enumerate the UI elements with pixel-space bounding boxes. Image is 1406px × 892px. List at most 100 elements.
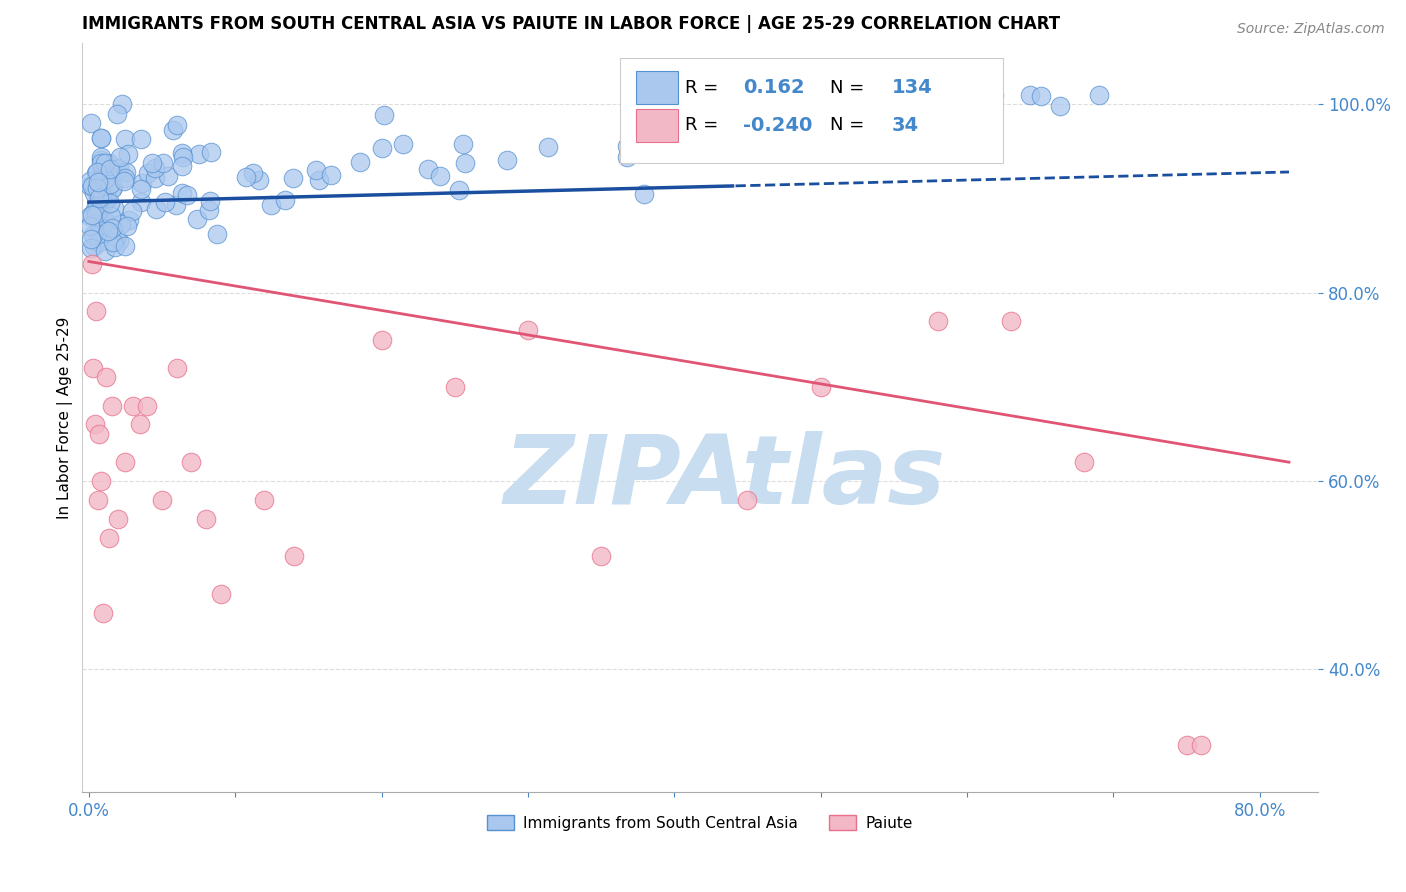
Point bbox=[100, 178, 122, 192]
Point bbox=[87, 203, 110, 218]
Point bbox=[94, 213, 117, 227]
Point bbox=[79, 209, 101, 223]
Point bbox=[105, 162, 128, 177]
Point bbox=[443, 380, 465, 394]
Point bbox=[84, 184, 107, 198]
Text: ZIPAtlas: ZIPAtlas bbox=[503, 431, 946, 524]
Point bbox=[308, 172, 330, 186]
Point bbox=[373, 108, 395, 122]
Point bbox=[591, 549, 613, 564]
Point bbox=[136, 165, 159, 179]
Point bbox=[242, 165, 264, 179]
Text: -0.240: -0.240 bbox=[744, 116, 813, 135]
Point bbox=[93, 195, 115, 210]
Point bbox=[145, 202, 167, 216]
Point bbox=[110, 217, 132, 231]
Y-axis label: In Labor Force | Age 25-29: In Labor Force | Age 25-29 bbox=[58, 317, 73, 518]
Point bbox=[209, 587, 232, 601]
Point bbox=[1031, 89, 1053, 103]
Point bbox=[105, 106, 128, 120]
Point bbox=[89, 191, 111, 205]
Point bbox=[111, 97, 134, 112]
Point bbox=[101, 221, 124, 235]
Point bbox=[94, 167, 117, 181]
Point bbox=[82, 361, 104, 376]
FancyBboxPatch shape bbox=[620, 58, 1002, 162]
Point bbox=[83, 186, 105, 201]
Point bbox=[108, 150, 131, 164]
Point bbox=[90, 156, 112, 170]
Point bbox=[91, 161, 114, 176]
Point bbox=[80, 208, 103, 222]
Point bbox=[94, 171, 117, 186]
Text: 34: 34 bbox=[891, 116, 918, 135]
Point bbox=[131, 176, 153, 190]
Point bbox=[80, 232, 103, 246]
Point bbox=[97, 224, 120, 238]
Legend: Immigrants from South Central Asia, Paiute: Immigrants from South Central Asia, Paiu… bbox=[481, 808, 920, 837]
Point bbox=[1049, 99, 1071, 113]
Point bbox=[1088, 87, 1111, 102]
Point bbox=[194, 512, 217, 526]
Point bbox=[91, 221, 114, 235]
Point bbox=[136, 399, 159, 413]
Point bbox=[107, 512, 129, 526]
Point bbox=[828, 104, 851, 119]
Point bbox=[186, 212, 208, 227]
Point bbox=[131, 182, 153, 196]
Point bbox=[370, 141, 392, 155]
Point bbox=[83, 417, 105, 432]
Point bbox=[84, 166, 107, 180]
Point bbox=[80, 240, 103, 254]
Point bbox=[104, 240, 127, 254]
Point bbox=[633, 187, 655, 202]
Point bbox=[166, 361, 188, 376]
Point bbox=[162, 123, 184, 137]
Point bbox=[80, 178, 103, 193]
Text: IMMIGRANTS FROM SOUTH CENTRAL ASIA VS PAIUTE IN LABOR FORCE | AGE 25-29 CORRELAT: IMMIGRANTS FROM SOUTH CENTRAL ASIA VS PA… bbox=[82, 15, 1060, 33]
Point bbox=[188, 147, 211, 161]
Point bbox=[93, 173, 115, 187]
Point bbox=[1189, 738, 1212, 752]
Point bbox=[86, 180, 108, 194]
Point bbox=[200, 145, 222, 159]
Point bbox=[100, 196, 122, 211]
Point bbox=[418, 161, 440, 176]
Point bbox=[91, 189, 114, 203]
Point bbox=[152, 155, 174, 169]
Text: 0.162: 0.162 bbox=[744, 78, 804, 97]
Point bbox=[172, 160, 194, 174]
Point bbox=[737, 492, 759, 507]
Point bbox=[260, 198, 283, 212]
Point bbox=[165, 198, 187, 212]
Point bbox=[96, 191, 118, 205]
Point bbox=[176, 188, 198, 202]
Point bbox=[103, 201, 125, 215]
Point bbox=[84, 207, 107, 221]
Point bbox=[1073, 455, 1095, 469]
Point bbox=[131, 194, 153, 209]
Point bbox=[114, 170, 136, 185]
Point bbox=[114, 239, 136, 253]
Point bbox=[274, 194, 297, 208]
Point bbox=[87, 227, 110, 242]
Point bbox=[87, 426, 110, 441]
Point bbox=[305, 162, 328, 177]
Point bbox=[80, 257, 103, 271]
Point bbox=[648, 134, 671, 148]
Point bbox=[150, 492, 173, 507]
Point bbox=[283, 549, 305, 564]
Point bbox=[166, 118, 188, 132]
Point bbox=[93, 218, 115, 232]
Point bbox=[87, 199, 110, 213]
Text: R =: R = bbox=[685, 116, 718, 135]
Point bbox=[157, 169, 180, 183]
Point bbox=[87, 235, 110, 249]
Point bbox=[114, 455, 136, 469]
Point bbox=[247, 173, 270, 187]
Point bbox=[83, 202, 105, 216]
Point bbox=[454, 156, 477, 170]
Point bbox=[79, 116, 101, 130]
Point bbox=[114, 132, 136, 146]
Point bbox=[117, 146, 139, 161]
